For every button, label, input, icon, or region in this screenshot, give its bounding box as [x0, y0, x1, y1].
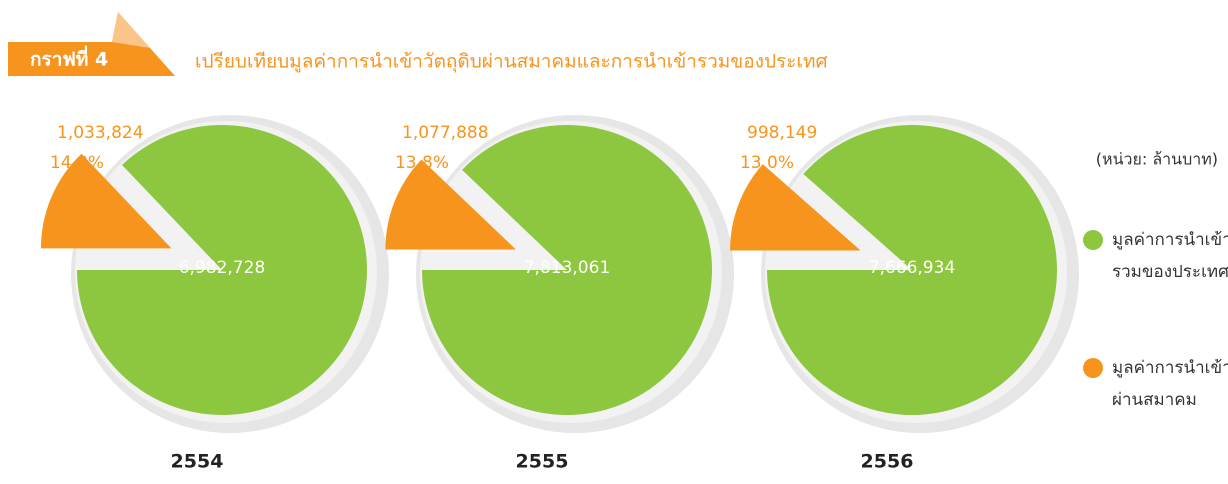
pie-slice [77, 124, 367, 415]
pie-slice [730, 164, 861, 251]
legend-dot [1083, 230, 1103, 250]
slice-label: 7,813,061 [524, 258, 611, 278]
unit-label: (หน่วย: ล้านบาท) [1096, 150, 1218, 169]
slice-label: 998,149 [747, 123, 817, 143]
legend-label: รวมของประเทศ* [1112, 262, 1228, 282]
pie-slice [40, 153, 172, 249]
page-title: เปรียบเทียบมูลค่าการนำเข้าวัตถุดิบผ่านสม… [195, 51, 828, 74]
pie-title: 2555 [516, 451, 569, 473]
slice-label: 7,666,934 [869, 258, 956, 278]
slice-share: 13.8% [395, 153, 449, 173]
legend-dot [1083, 358, 1103, 378]
pie-slice [767, 124, 1057, 415]
pie-slice [385, 159, 516, 250]
slice-share: 13.0% [740, 153, 794, 173]
slice-share: 14.8% [50, 153, 104, 173]
legend-label: มูลค่าการนำเข้า [1112, 358, 1228, 378]
slice-label: 1,077,888 [402, 123, 489, 143]
badge-fold [112, 12, 150, 48]
pie-title: 2554 [171, 451, 224, 473]
slice-label: 1,033,824 [57, 123, 144, 143]
legend-label: ผ่านสมาคม [1112, 390, 1197, 410]
legend-label: มูลค่าการนำเข้า [1112, 230, 1228, 250]
slice-label: 6,982,728 [179, 258, 266, 278]
badge-shape [8, 12, 175, 76]
badge-text: กราฟที่ 4 [30, 46, 108, 71]
pie-slice [422, 125, 712, 415]
pie-title: 2556 [861, 451, 914, 473]
